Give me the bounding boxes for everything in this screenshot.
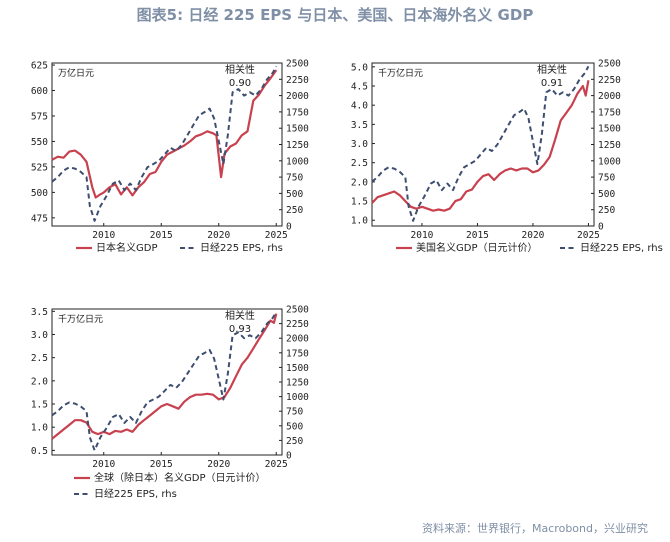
legend-label-gdp: 美国名义GDP（日元计价）	[416, 241, 537, 254]
chart-world-ex-japan-gdp: 0.5 1.0 1.5 2.0 2.5 3.0 3.5 0 250 500 750 1000 1250 1…	[31, 305, 309, 501]
right-tick-label: 1250	[286, 378, 309, 389]
right-tick-label: 2000	[598, 91, 621, 102]
left-tick-label: 4.0	[351, 101, 368, 112]
x-tick-label: 2020	[207, 459, 230, 470]
right-tick-label: 750	[286, 173, 303, 184]
x-tick-label: 2015	[150, 230, 173, 241]
right-tick-label: 500	[286, 189, 303, 200]
left-tick-label: 1.0	[31, 423, 48, 434]
x-tick-label: 2010	[92, 230, 115, 241]
right-tick-label: 1250	[286, 140, 309, 151]
x-tick-label: 2025	[265, 230, 288, 241]
left-tick-label: 2.0	[31, 376, 48, 387]
left-tick-label: 575	[31, 111, 48, 122]
correlation-value: 0.90	[229, 78, 251, 89]
x-tick-label: 2015	[150, 459, 173, 470]
x-tick-label: 2010	[92, 459, 115, 470]
right-tick-label: 2500	[286, 59, 309, 70]
right-tick-label: 2250	[286, 319, 309, 330]
right-tick-label: 1500	[286, 124, 309, 135]
x-tick-label: 2020	[207, 230, 230, 241]
right-tick-label: 500	[598, 189, 615, 200]
left-tick-label: 550	[31, 137, 48, 148]
right-tick-label: 250	[286, 205, 303, 216]
legend-label-eps: 日经225 EPS, rhs	[200, 241, 283, 254]
right-tick-label: 250	[286, 436, 303, 447]
right-tick-label: 500	[286, 421, 303, 432]
right-tick-label: 0	[598, 222, 604, 233]
right-tick-label: 2000	[286, 91, 309, 102]
series-line-gdp	[371, 80, 590, 212]
left-tick-label: 3.5	[31, 307, 48, 318]
legend-label-gdp: 日本名义GDP	[96, 241, 157, 254]
left-tick-label: 3.0	[31, 330, 48, 341]
legend-label-eps: 日经225 EPS, rhs	[94, 487, 177, 500]
left-tick-label: 3.0	[351, 139, 368, 150]
right-tick-label: 0	[286, 451, 292, 462]
right-tick-label: 1750	[286, 107, 309, 118]
right-tick-label: 250	[598, 205, 615, 216]
x-tick-label: 2025	[577, 230, 600, 241]
left-tick-label: 1.0	[351, 216, 368, 227]
right-tick-label: 750	[598, 173, 615, 184]
right-tick-label: 1750	[598, 107, 621, 118]
left-tick-label: 4.5	[351, 82, 368, 93]
right-tick-label: 1500	[598, 124, 621, 135]
left-tick-label: 2.0	[351, 177, 368, 188]
right-tick-label: 2500	[286, 305, 309, 316]
left-tick-label: 625	[31, 61, 48, 72]
series-line-gdp	[51, 69, 278, 199]
left-tick-label: 600	[31, 86, 48, 97]
legend-label-eps: 日经225 EPS, rhs	[580, 241, 663, 254]
right-tick-label: 1750	[286, 348, 309, 359]
series-line-gdp	[51, 313, 278, 440]
left-tick-label: 525	[31, 162, 48, 173]
right-tick-label: 2250	[598, 75, 621, 86]
x-tick-label: 2020	[522, 230, 545, 241]
correlation-label: 相关性	[225, 63, 255, 76]
correlation-value: 0.93	[229, 324, 251, 335]
left-tick-label: 2.5	[31, 353, 48, 364]
left-tick-label: 3.5	[351, 120, 368, 131]
left-axis-unit: 千万亿日元	[378, 67, 423, 79]
series-line-eps	[51, 65, 278, 222]
left-tick-label: 0.5	[31, 446, 48, 457]
correlation-value: 0.91	[541, 78, 563, 89]
left-tick-label: 1.5	[351, 197, 368, 208]
right-tick-label: 1000	[286, 156, 309, 167]
right-tick-label: 1000	[598, 156, 621, 167]
source-note: 资料来源：世界银行，Macrobond，兴业研究	[422, 522, 648, 535]
left-tick-label: 500	[31, 188, 48, 199]
x-tick-label: 2010	[411, 230, 434, 241]
series-line-eps	[371, 65, 590, 222]
chart-us-gdp: 1.0 1.5 2.0 2.5 3.0 3.5 4.0 4.5 5.0 0 250 500 750 100…	[351, 59, 663, 255]
left-tick-label: 2.5	[351, 158, 368, 169]
left-axis-unit: 千万亿日元	[58, 313, 103, 325]
right-tick-label: 1000	[286, 392, 309, 403]
right-tick-label: 0	[286, 222, 292, 233]
series-line-eps	[51, 311, 278, 452]
left-tick-label: 475	[31, 213, 48, 224]
chart-japan-gdp: 475 500 525 550 575 600 625 0 250 500 750 1000 1250 1…	[31, 59, 309, 255]
x-tick-label: 2025	[265, 459, 288, 470]
right-tick-label: 1500	[286, 363, 309, 374]
left-tick-label: 1.5	[31, 400, 48, 411]
right-tick-label: 2000	[286, 334, 309, 345]
correlation-label: 相关性	[225, 309, 255, 322]
legend-label-gdp: 全球（除日本）名义GDP（日元计价）	[94, 471, 265, 484]
right-tick-label: 2500	[598, 59, 621, 70]
right-tick-label: 750	[286, 407, 303, 418]
left-tick-label: 5.0	[351, 62, 368, 73]
right-tick-label: 1250	[598, 140, 621, 151]
correlation-label: 相关性	[537, 63, 567, 76]
right-tick-label: 2250	[286, 75, 309, 86]
left-axis-unit: 万亿日元	[58, 67, 94, 79]
x-tick-label: 2015	[466, 230, 489, 241]
page-title: 图表5: 日经 225 EPS 与日本、美国、日本海外名义 GDP	[136, 6, 534, 24]
